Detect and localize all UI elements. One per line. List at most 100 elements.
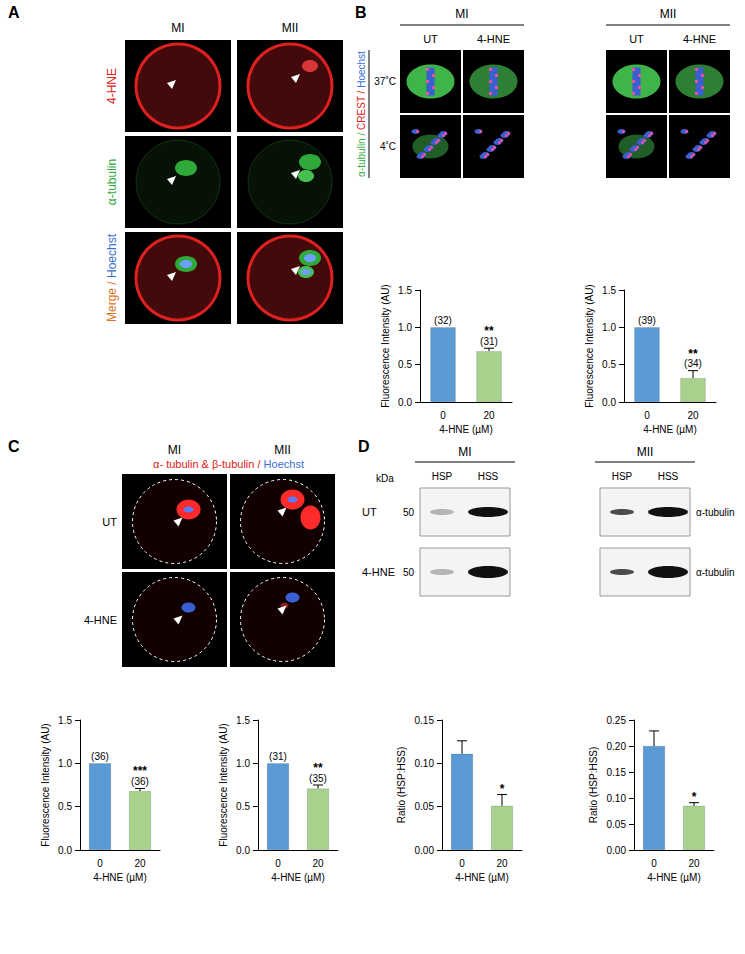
svg-text:1.0: 1.0 [58, 758, 72, 769]
svg-text:20: 20 [687, 410, 699, 421]
svg-text:0.0: 0.0 [398, 397, 412, 408]
svg-text:(32): (32) [434, 315, 452, 326]
svg-text:MII: MII [660, 7, 677, 21]
svg-text:1.5: 1.5 [58, 715, 72, 726]
svg-text:*: * [500, 782, 505, 796]
svg-text:kDa: kDa [376, 473, 394, 484]
svg-text:4-HNE (µM): 4-HNE (µM) [93, 872, 147, 883]
svg-text:1.5: 1.5 [398, 285, 412, 296]
svg-text:HSS: HSS [658, 471, 679, 482]
svg-text:0: 0 [651, 858, 657, 869]
svg-text:Fluorescence Intensity (AU): Fluorescence Intensity (AU) [584, 284, 595, 407]
svg-text:(36): (36) [91, 751, 109, 762]
svg-text:Hoechst: Hoechst [105, 233, 119, 278]
svg-text:0: 0 [440, 410, 446, 421]
svg-text:Ratio (HSP:HSS): Ratio (HSP:HSS) [396, 747, 407, 824]
svg-text:MII: MII [282, 21, 299, 35]
svg-text:0.0: 0.0 [602, 397, 616, 408]
svg-text:20: 20 [134, 858, 146, 869]
svg-text:α-tubulin: α-tubulin [105, 159, 119, 205]
svg-text:20: 20 [496, 858, 508, 869]
svg-text:0.5: 0.5 [58, 801, 72, 812]
svg-text:MI: MI [168, 443, 181, 457]
svg-text:0.0: 0.0 [236, 845, 250, 856]
svg-text:4˚C: 4˚C [380, 141, 396, 152]
svg-text:UT: UT [102, 516, 117, 528]
svg-text:0.0: 0.0 [58, 845, 72, 856]
svg-text:α-tubulin /: α-tubulin / [356, 133, 367, 177]
svg-text:UT: UT [423, 33, 438, 45]
svg-text:HSS: HSS [478, 471, 499, 482]
svg-text:**: ** [484, 324, 494, 338]
svg-text:4-HNE (µM): 4-HNE (µM) [647, 872, 701, 883]
svg-text:4-HNE (µM): 4-HNE (µM) [271, 872, 325, 883]
svg-text:0.5: 0.5 [602, 359, 616, 370]
svg-text:B: B [355, 4, 367, 21]
svg-text:MII: MII [637, 445, 654, 459]
svg-text:HSP: HSP [612, 471, 633, 482]
svg-text:0.15: 0.15 [415, 715, 435, 726]
svg-text:MI: MI [455, 7, 468, 21]
svg-text:Merge /: Merge / [105, 281, 119, 322]
svg-text:0.00: 0.00 [607, 845, 627, 856]
svg-text:0.20: 0.20 [607, 741, 627, 752]
svg-text:D: D [358, 438, 370, 455]
svg-text:0.25: 0.25 [607, 715, 627, 726]
svg-text:CREST /: CREST / [356, 90, 367, 129]
svg-text:0.05: 0.05 [607, 819, 627, 830]
svg-text:HSP: HSP [432, 471, 453, 482]
svg-text:A: A [8, 4, 20, 21]
svg-text:**: ** [313, 761, 323, 775]
svg-text:MI: MI [458, 445, 471, 459]
svg-text:Hoechst: Hoechst [264, 458, 304, 470]
svg-text:Fluorescence Intensity (AU): Fluorescence Intensity (AU) [380, 284, 391, 407]
svg-text:α- tubulin & β-tubulin /: α- tubulin & β-tubulin / [153, 458, 261, 470]
svg-text:4-HNE: 4-HNE [477, 33, 510, 45]
svg-text:UT: UT [362, 506, 377, 518]
svg-text:0: 0 [97, 858, 103, 869]
svg-text:4-HNE (µM): 4-HNE (µM) [455, 872, 509, 883]
svg-text:0: 0 [644, 410, 650, 421]
svg-text:50: 50 [403, 567, 415, 578]
svg-text:37˚C: 37˚C [374, 76, 396, 87]
svg-text:0.5: 0.5 [236, 801, 250, 812]
svg-text:(39): (39) [638, 315, 656, 326]
svg-text:0: 0 [459, 858, 465, 869]
svg-text:50: 50 [403, 507, 415, 518]
svg-text:UT: UT [629, 33, 644, 45]
svg-text:α-tubulin: α-tubulin [696, 567, 735, 578]
svg-text:MI: MI [171, 21, 184, 35]
svg-text:1.5: 1.5 [236, 715, 250, 726]
svg-text:Fluorescence Intensity (AU): Fluorescence Intensity (AU) [218, 723, 229, 846]
svg-text:0.15: 0.15 [607, 767, 627, 778]
svg-text:0.05: 0.05 [415, 801, 435, 812]
svg-text:0.00: 0.00 [415, 845, 435, 856]
svg-text:***: *** [133, 764, 147, 778]
svg-text:Fluorescence Intensity (AU): Fluorescence Intensity (AU) [40, 723, 51, 846]
svg-text:Hoechst: Hoechst [356, 51, 367, 88]
svg-text:*: * [692, 790, 697, 804]
svg-text:4-HNE: 4-HNE [683, 33, 716, 45]
svg-text:4-HNE: 4-HNE [362, 566, 395, 578]
svg-text:4-HNE (µM): 4-HNE (µM) [643, 424, 697, 435]
svg-text:0.5: 0.5 [398, 359, 412, 370]
svg-text:1.0: 1.0 [602, 322, 616, 333]
svg-text:C: C [8, 438, 20, 455]
svg-text:0.10: 0.10 [607, 793, 627, 804]
svg-text:20: 20 [688, 858, 700, 869]
svg-text:4-HNE: 4-HNE [84, 614, 117, 626]
svg-text:**: ** [688, 347, 698, 361]
svg-text:1.0: 1.0 [236, 758, 250, 769]
svg-text:MII: MII [274, 443, 291, 457]
svg-text:0: 0 [275, 858, 281, 869]
svg-text:(31): (31) [269, 751, 287, 762]
svg-text:4-HNE (µM): 4-HNE (µM) [439, 424, 493, 435]
svg-text:1.0: 1.0 [398, 322, 412, 333]
svg-text:Ratio (HSP:HSS): Ratio (HSP:HSS) [588, 747, 599, 824]
svg-text:4-HNE: 4-HNE [105, 68, 119, 104]
svg-text:1.5: 1.5 [602, 285, 616, 296]
svg-text:0.10: 0.10 [415, 758, 435, 769]
svg-text:α-tubulin: α-tubulin [696, 507, 735, 518]
svg-text:20: 20 [312, 858, 324, 869]
svg-text:20: 20 [483, 410, 495, 421]
